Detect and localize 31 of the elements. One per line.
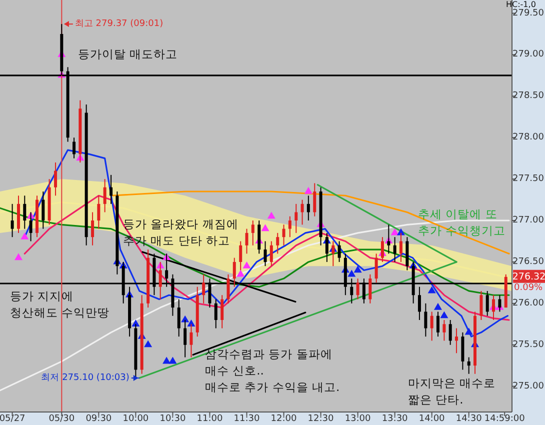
y-tick-label: 276.50 (512, 256, 544, 267)
annotation: 마지막은 매수로 짧은 단타. (408, 376, 496, 406)
x-tick-label: 12:00 (270, 414, 298, 424)
x-tick-label: 09:30 (86, 414, 112, 424)
x-tick-label: 13:00 (344, 414, 372, 424)
x-tick-label: 12:30 (308, 414, 334, 424)
y-tick-label: 279.00 (512, 50, 544, 60)
y-tick-label: 279.50 (512, 8, 544, 18)
y-tick-label: 275.00 (512, 381, 544, 392)
y-tick-label: 277.00 (512, 216, 544, 226)
annotation: 최고 279.37 (09:01) (74, 19, 164, 30)
annotation: 삼각수렴과 등가 돌파에 매수 신호.. 매수로 추가 수익을 내고. (205, 347, 340, 394)
annotation: 276.32 (512, 271, 545, 282)
x-tick-label: 13:30 (382, 414, 408, 424)
text: 0.09% (514, 283, 544, 293)
x-tick-label: 10:00 (122, 414, 149, 424)
y-tick-label: 277.50 (512, 174, 544, 184)
y-tick-label: 278.00 (512, 132, 544, 143)
x-tick-label: 14:59:00 (484, 414, 526, 424)
y-tick-label: 276.00 (512, 298, 544, 308)
annotation: 등가이탈 매도하고 (78, 47, 178, 61)
annotation: 최저 275.10 (10:03) (41, 373, 130, 384)
y-tick-label: 278.50 (512, 91, 544, 102)
x-tick-label: 05/27 (0, 414, 26, 424)
x-tick-label: 11:30 (234, 414, 260, 424)
x-tick-label: 14:00 (418, 414, 446, 424)
x-tick-label: 10:30 (160, 414, 186, 424)
x-tick-label: 14:30 (456, 414, 482, 424)
x-tick-label: 05/30 (48, 414, 75, 424)
x-tick-label: 11:00 (196, 414, 223, 424)
y-tick-label: 275.50 (512, 340, 544, 350)
